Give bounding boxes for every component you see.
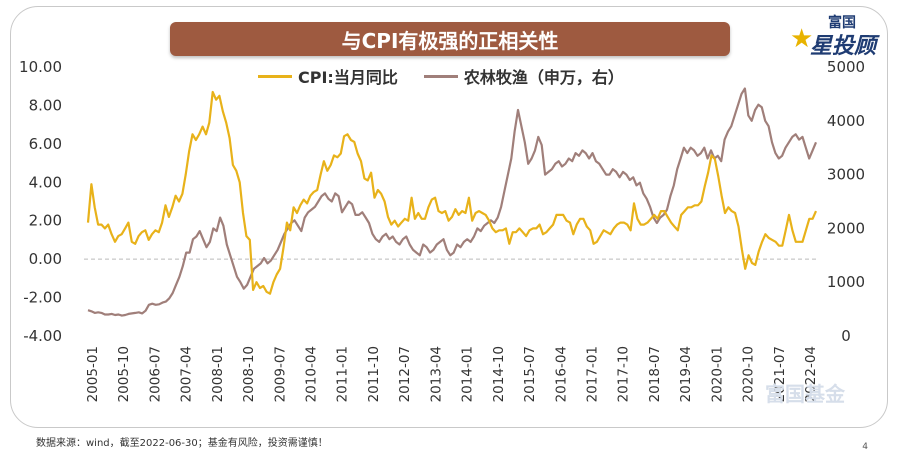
source-note: 数据来源：wind，截至2022-06-30；基金有风险，投资需谨慎！ [36,438,328,449]
y-right-tick-label: 1000 [827,273,865,291]
x-tick-label: 2008-10 [241,346,257,402]
brand-logo: ★ 富国 星投顾 [790,10,880,59]
x-tick-label: 2008-01 [210,346,226,402]
x-tick-label: 2007-04 [179,346,195,402]
x-tick-label: 2011-01 [335,346,351,402]
x-tick-label: 2016-04 [553,346,569,402]
x-tick-label: 2010-04 [304,346,320,402]
page-number: 4 [862,442,868,452]
x-tick-label: 2020-01 [709,346,725,402]
y-left-tick-label: 6.00 [29,135,62,153]
y-left-tick-label: 0.00 [29,250,62,268]
x-tick-label: 2013-04 [428,346,444,402]
x-tick-label: 2005-10 [116,346,132,402]
legend-label-agri: 农林牧渔（申万，右） [463,68,624,87]
x-tick-label: 2018-07 [647,346,663,402]
watermark-text: 富国基金 [765,382,845,406]
y-left-tick-label: 8.00 [29,96,62,114]
y-right-tick-label: 3000 [827,166,865,184]
y-right-tick-label: 4000 [827,112,865,130]
x-tick-label: 2020-10 [741,346,757,402]
y-left-tick-label: -2.00 [23,289,62,307]
x-tick-label: 2009-07 [272,346,288,402]
x-tick-label: 2011-10 [366,346,382,402]
y-left-tick-label: 10.00 [19,58,62,76]
logo-main-text: 星投顾 [810,34,877,59]
x-tick-label: 2006-07 [147,346,163,402]
y-left-tick-label: 4.00 [29,173,62,191]
x-tick-label: 2012-07 [397,346,413,402]
x-tick-label: 2022-04 [803,346,819,402]
legend-swatch-agri [423,74,458,78]
x-tick-label: 2014-01 [460,346,476,402]
x-tick-label: 2021-07 [772,346,788,402]
logo-top-text: 富国 [828,15,856,31]
chart-legend: CPI:当月同比 农林牧渔（申万，右） [258,64,650,88]
series-line-cpi [86,90,818,295]
legend-item-cpi: CPI:当月同比 [258,64,398,88]
x-tick-label: 2019-04 [678,346,694,402]
y-left-tick-label: -4.00 [23,327,62,345]
x-tick-label: 2017-10 [616,346,632,402]
x-tick-label: 2014-10 [491,346,507,402]
chart-title: 与CPI有极强的正相关性 [170,22,730,56]
legend-label-cpi: CPI:当月同比 [298,68,398,87]
star-icon: ★ [790,24,814,54]
series-line-agri [87,87,818,317]
y-right-tick-label: 0 [841,327,851,345]
y-right-tick-label: 5000 [827,58,865,76]
y-left-tick-label: 2.00 [29,212,62,230]
x-tick-label: 2005-01 [85,346,101,402]
x-tick-label: 2017-01 [584,346,600,402]
legend-item-agri: 农林牧渔（申万，右） [423,64,624,88]
y-right-tick-label: 2000 [827,219,865,237]
x-tick-label: 2015-07 [522,346,538,402]
legend-swatch-cpi [258,74,292,78]
